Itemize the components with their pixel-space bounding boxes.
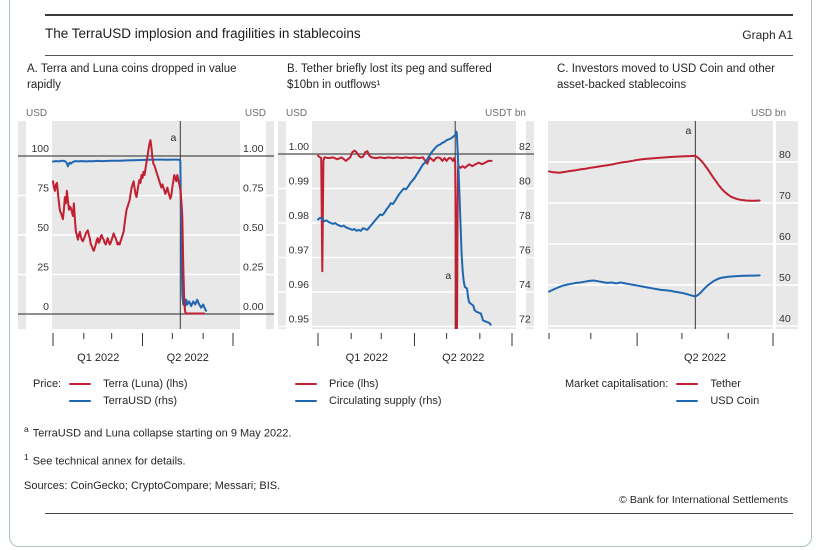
- panel-c-title: C. Investors moved to USD Coin and other…: [557, 63, 775, 91]
- legend-c-prefix: Market capitalisation:: [565, 378, 669, 390]
- svg-text:72: 72: [519, 314, 531, 326]
- svg-text:a: a: [170, 132, 176, 144]
- legend-usd-coin-label: USD Coin: [710, 395, 760, 407]
- svg-text:0.75: 0.75: [243, 183, 264, 195]
- panel-b-left-axis-unit: USD: [286, 108, 308, 119]
- panel-c-plot: a Q2 2022 40 50 60 70 80: [548, 121, 798, 364]
- svg-text:0.95: 0.95: [289, 314, 310, 326]
- panel-c-legend: Market capitalisation: Tether USD Coin: [565, 378, 759, 407]
- graph-number-label: Graph A1: [742, 28, 793, 42]
- sources-line: Sources: CoinGecko; CryptoCompare; Messa…: [24, 480, 281, 492]
- page-title: The TerraUSD implosion and fragilities i…: [45, 26, 361, 41]
- top-rule: [45, 14, 793, 16]
- svg-text:0.97: 0.97: [289, 245, 310, 257]
- svg-text:Q2 2022: Q2 2022: [442, 352, 484, 364]
- svg-text:76: 76: [519, 245, 531, 257]
- svg-text:70: 70: [779, 190, 791, 202]
- legend-price-label: Price (lhs): [329, 378, 379, 390]
- panel-b-right-axis-unit: USDT bn: [485, 108, 526, 119]
- footnote-1-marker: 1: [24, 452, 29, 462]
- svg-text:40: 40: [779, 313, 791, 325]
- footnote-1: 1 See technical annex for details.: [24, 452, 186, 468]
- svg-text:74: 74: [519, 279, 531, 291]
- svg-text:0.96: 0.96: [289, 279, 310, 291]
- svg-text:Q2 2022: Q2 2022: [684, 352, 726, 364]
- panel-b-legend: Price (lhs) Circulating supply (rhs): [291, 378, 441, 407]
- panel-a-left-axis-unit: USD: [26, 108, 48, 119]
- usd-coin-line-swatch: [676, 399, 699, 403]
- tether-line-swatch: [676, 382, 699, 386]
- svg-text:60: 60: [779, 231, 791, 243]
- panel-b-title: B. Tether briefly lost its peg and suffe…: [287, 63, 492, 91]
- price-line-swatch: [295, 382, 317, 386]
- svg-text:0.25: 0.25: [243, 262, 264, 274]
- panel-a-right-axis-unit: USD: [244, 108, 266, 119]
- panel-c-right-axis-unit: USD bn: [750, 108, 786, 119]
- legend-terrausd-label: TerraUSD (rhs): [103, 395, 178, 407]
- panel-b: B. Tether briefly lost its peg and suffe…: [278, 62, 534, 367]
- svg-text:80: 80: [779, 149, 791, 161]
- svg-text:1.00: 1.00: [243, 143, 264, 155]
- svg-text:80: 80: [519, 176, 531, 188]
- svg-text:25: 25: [37, 262, 49, 274]
- svg-text:Q1 2022: Q1 2022: [346, 352, 388, 364]
- svg-text:0: 0: [43, 301, 49, 313]
- bottom-rule: [45, 513, 793, 514]
- copyright-line: © Bank for International Settlements: [619, 494, 788, 506]
- legend-circulating-supply-label: Circulating supply (rhs): [329, 395, 442, 407]
- panel-c: C. Investors moved to USD Coin and other…: [548, 62, 798, 367]
- svg-text:0.99: 0.99: [289, 176, 310, 188]
- title-rule: [45, 55, 793, 56]
- legend-tether-label: Tether: [710, 378, 741, 390]
- svg-text:0.50: 0.50: [243, 222, 264, 234]
- svg-text:1.00: 1.00: [289, 141, 310, 153]
- panel-a-plot: a Q1 2022 Q2 2022 0 25 50 75 100 0.00 0.25 0.50 0.7…: [18, 121, 274, 364]
- circulating-supply-line-swatch: [295, 399, 317, 403]
- svg-text:a: a: [686, 125, 692, 137]
- svg-text:Q2 2022: Q2 2022: [167, 352, 209, 364]
- terra-luna-line-swatch: [69, 382, 92, 386]
- svg-text:a: a: [445, 270, 451, 282]
- svg-text:100: 100: [31, 143, 49, 155]
- panel-a: A. Terra and Luna coins dropped in value…: [18, 62, 274, 367]
- svg-text:50: 50: [37, 222, 49, 234]
- panel-b-plot: a Q1 2022 Q2 2022 0.95 0.96 0.97 0.98 0.99 1.00 7…: [278, 121, 534, 364]
- svg-text:0.98: 0.98: [289, 210, 310, 222]
- svg-text:Q1 2022: Q1 2022: [77, 352, 119, 364]
- legend-terra-luna-label: Terra (Luna) (lhs): [103, 378, 188, 390]
- svg-text:75: 75: [37, 183, 49, 195]
- panel-a-title: A. Terra and Luna coins dropped in value…: [27, 63, 237, 91]
- terrausd-line-swatch: [69, 399, 92, 403]
- legend-a-prefix: Price:: [33, 378, 62, 390]
- svg-text:82: 82: [519, 141, 531, 153]
- footnote-a: a TerraUSD and Luna collapse starting on …: [24, 424, 292, 440]
- svg-text:0.00: 0.00: [243, 301, 264, 313]
- svg-text:78: 78: [519, 210, 531, 222]
- footnote-a-marker: a: [24, 424, 29, 434]
- svg-text:50: 50: [779, 272, 791, 284]
- panel-a-legend: Price: Terra (Luna) (lhs) TerraUSD (rhs): [33, 378, 187, 407]
